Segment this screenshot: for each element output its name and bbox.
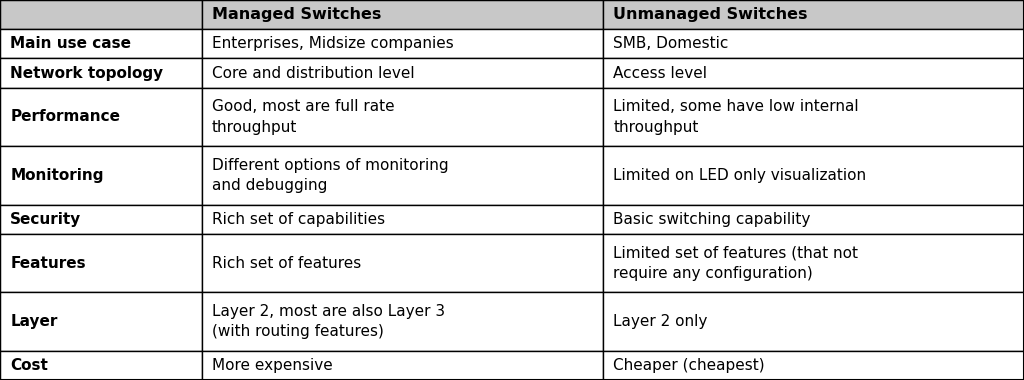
Bar [202, 0, 603, 29]
Text: SMB, Domestic: SMB, Domestic [613, 36, 729, 51]
Bar [0, 204, 202, 234]
Text: Cheaper (cheapest): Cheaper (cheapest) [613, 358, 765, 373]
Bar [603, 59, 1024, 88]
Bar [202, 59, 603, 88]
Bar [603, 351, 1024, 380]
Bar [603, 234, 1024, 292]
Text: Core and distribution level: Core and distribution level [212, 66, 415, 81]
Bar [202, 88, 603, 146]
Text: Layer 2 only: Layer 2 only [613, 314, 708, 329]
Bar [0, 351, 202, 380]
Text: Access level: Access level [613, 66, 708, 81]
Text: Managed Switches: Managed Switches [212, 7, 381, 22]
Bar [603, 292, 1024, 351]
Text: Limited on LED only visualization: Limited on LED only visualization [613, 168, 866, 183]
Text: Performance: Performance [10, 109, 120, 124]
Text: Cost: Cost [10, 358, 48, 373]
Bar [603, 29, 1024, 59]
Bar [603, 204, 1024, 234]
Text: Monitoring: Monitoring [10, 168, 103, 183]
Text: Layer 2, most are also Layer 3
(with routing features): Layer 2, most are also Layer 3 (with rou… [212, 304, 445, 339]
Text: Limited, some have low internal
throughput: Limited, some have low internal throughp… [613, 99, 859, 135]
Bar [0, 234, 202, 292]
Text: More expensive: More expensive [212, 358, 333, 373]
Text: Rich set of features: Rich set of features [212, 256, 361, 271]
Text: Main use case: Main use case [10, 36, 131, 51]
Bar [0, 292, 202, 351]
Text: Different options of monitoring
and debugging: Different options of monitoring and debu… [212, 158, 449, 193]
Bar [0, 146, 202, 204]
Bar [202, 146, 603, 204]
Bar [202, 234, 603, 292]
Bar [202, 204, 603, 234]
Bar [202, 292, 603, 351]
Text: Unmanaged Switches: Unmanaged Switches [613, 7, 808, 22]
Bar [603, 88, 1024, 146]
Text: Limited set of features (that not
require any configuration): Limited set of features (that not requir… [613, 245, 858, 281]
Text: Security: Security [10, 212, 82, 227]
Text: Basic switching capability: Basic switching capability [613, 212, 811, 227]
Text: Network topology: Network topology [10, 66, 164, 81]
Bar [0, 29, 202, 59]
Text: Rich set of capabilities: Rich set of capabilities [212, 212, 385, 227]
Bar [202, 29, 603, 59]
Bar [0, 59, 202, 88]
Text: Good, most are full rate
throughput: Good, most are full rate throughput [212, 99, 394, 135]
Text: Features: Features [10, 256, 86, 271]
Bar [202, 351, 603, 380]
Bar [0, 0, 202, 29]
Text: Layer: Layer [10, 314, 57, 329]
Bar [603, 146, 1024, 204]
Text: Enterprises, Midsize companies: Enterprises, Midsize companies [212, 36, 454, 51]
Bar [603, 0, 1024, 29]
Bar [0, 88, 202, 146]
